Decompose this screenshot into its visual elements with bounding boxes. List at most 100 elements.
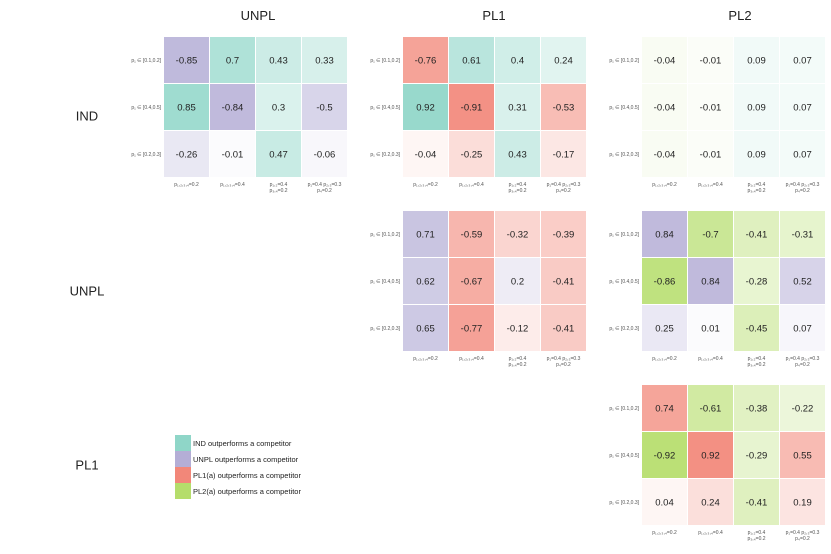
- cell-value: -0.41: [746, 498, 768, 509]
- heatmap-cell: [541, 211, 586, 257]
- cell-value: 0.33: [315, 56, 334, 67]
- cell-value: 0.52: [793, 277, 812, 288]
- row-label: p₁ ∈ [0.1,0.2]: [370, 232, 400, 238]
- column-label: p₁,₂=0.4: [509, 356, 527, 362]
- heatmap-cell: [734, 37, 779, 83]
- column-title: PL1: [482, 8, 505, 23]
- cell-value: 0.09: [747, 103, 766, 114]
- column-label: p₄=0.2: [795, 362, 810, 368]
- row-label: p₁ ∈ [0.2,0.3]: [609, 500, 639, 506]
- heatmap-cell: [688, 37, 733, 83]
- heatmap-cell: [642, 258, 687, 304]
- row-label: p₁ ∈ [0.1,0.2]: [131, 58, 161, 64]
- cell-value: -0.12: [507, 324, 529, 335]
- heatmap-cell: [780, 385, 825, 431]
- cell-value: 0.84: [655, 230, 674, 241]
- column-label: p₃,₄=0.2: [747, 188, 765, 194]
- row-label: p₁ ∈ [0.1,0.2]: [609, 58, 639, 64]
- heatmap-cell: [780, 211, 825, 257]
- heatmap-cell: [734, 305, 779, 351]
- cell-value: -0.06: [314, 150, 336, 161]
- legend-swatch-unpl: [175, 451, 191, 467]
- column-title: PL2: [728, 8, 751, 23]
- column-label: p₁=0.4 p₂,₃=0.3: [547, 356, 581, 362]
- heatmap-cell: [541, 305, 586, 351]
- heatmap-cell: [734, 432, 779, 478]
- cell-value: -0.04: [654, 56, 676, 67]
- heatmap-cell: [688, 305, 733, 351]
- column-label: p₁,₂,₃,₄=0.2: [652, 530, 677, 536]
- column-label: p₁,₂=0.4: [509, 182, 527, 188]
- row-title: PL1: [75, 457, 98, 472]
- cell-value: 0.07: [793, 103, 812, 114]
- row-label: p₁ ∈ [0.4,0.5]: [370, 105, 400, 111]
- column-label: p₃,₄=0.2: [508, 188, 526, 194]
- cell-value: -0.22: [792, 404, 814, 415]
- row-label: p₁ ∈ [0.1,0.2]: [609, 406, 639, 412]
- column-label: p₁=0.4 p₂,₃=0.3: [786, 530, 820, 536]
- column-label: p₁,₂,₃,₄=0.4: [459, 356, 484, 362]
- heatmap-cell: [541, 84, 586, 130]
- heatmap-cell: [495, 211, 540, 257]
- cell-value: 0.31: [508, 103, 527, 114]
- cell-value: -0.04: [415, 150, 437, 161]
- cell-value: 0.62: [416, 277, 435, 288]
- cell-value: -0.29: [746, 451, 768, 462]
- column-label: p₄=0.2: [556, 188, 571, 194]
- heatmap-cell: [210, 37, 255, 83]
- column-label: p₁,₂,₃,₄=0.2: [413, 356, 438, 362]
- row-label: p₁ ∈ [0.2,0.3]: [131, 152, 161, 158]
- column-label: p₁,₂,₃,₄=0.4: [698, 530, 723, 536]
- cell-value: -0.28: [746, 277, 768, 288]
- cell-value: 0.07: [793, 150, 812, 161]
- cell-value: 0.4: [511, 56, 524, 67]
- cell-value: 0.09: [747, 56, 766, 67]
- cell-value: 0.84: [701, 277, 720, 288]
- cell-value: -0.86: [654, 277, 676, 288]
- cell-value: -0.41: [746, 230, 768, 241]
- column-label: p₁,₂,₃,₄=0.4: [698, 356, 723, 362]
- legend-item-pl1: PL1(a) outperforms a competitor: [175, 467, 301, 483]
- heatmap-cell: [734, 479, 779, 525]
- cell-value: -0.31: [792, 230, 814, 241]
- heatmap-cell: [403, 305, 448, 351]
- column-label: p₁,₂=0.4: [748, 182, 766, 188]
- row-label: p₁ ∈ [0.4,0.5]: [609, 453, 639, 459]
- heatmap-cell: [780, 305, 825, 351]
- heatmap-cell: [302, 84, 347, 130]
- cell-value: 0.04: [655, 498, 674, 509]
- heatmap-cell: [403, 258, 448, 304]
- row-label: p₁ ∈ [0.4,0.5]: [609, 105, 639, 111]
- heatmap-cell: [210, 131, 255, 177]
- cell-value: 0.92: [701, 451, 720, 462]
- cell-value: -0.91: [461, 103, 483, 114]
- row-label: p₁ ∈ [0.4,0.5]: [131, 105, 161, 111]
- heatmap-cell: [164, 131, 209, 177]
- heatmap-cell: [449, 131, 494, 177]
- cell-value: -0.25: [461, 150, 483, 161]
- cell-value: 0.07: [793, 56, 812, 67]
- row-label: p₁ ∈ [0.1,0.2]: [370, 58, 400, 64]
- cell-value: -0.7: [702, 230, 718, 241]
- heatmap-cell: [780, 432, 825, 478]
- heatmap-cell: [449, 37, 494, 83]
- heatmap-cell: [688, 84, 733, 130]
- cell-value: -0.32: [507, 230, 529, 241]
- cell-value: 0.07: [793, 324, 812, 335]
- heatmap-cell: [449, 211, 494, 257]
- heatmap-cell: [780, 479, 825, 525]
- cell-value: -0.45: [746, 324, 768, 335]
- column-label: p₃,₄=0.2: [747, 536, 765, 542]
- cell-value: -0.53: [553, 103, 575, 114]
- column-label: p₃,₄=0.2: [269, 188, 287, 194]
- legend-label-pl1: PL1(a) outperforms a competitor: [193, 470, 301, 480]
- cell-value: 0.74: [655, 404, 674, 415]
- legend-label-unpl: UNPL outperforms a competitor: [193, 454, 299, 464]
- heatmap-cell: [780, 37, 825, 83]
- cell-value: -0.01: [700, 56, 722, 67]
- cell-value: 0.3: [272, 103, 285, 114]
- cell-value: -0.38: [746, 404, 768, 415]
- column-label: p₁=0.4 p₂,₃=0.3: [786, 356, 820, 362]
- cell-value: 0.01: [701, 324, 720, 335]
- cell-value: -0.26: [176, 150, 198, 161]
